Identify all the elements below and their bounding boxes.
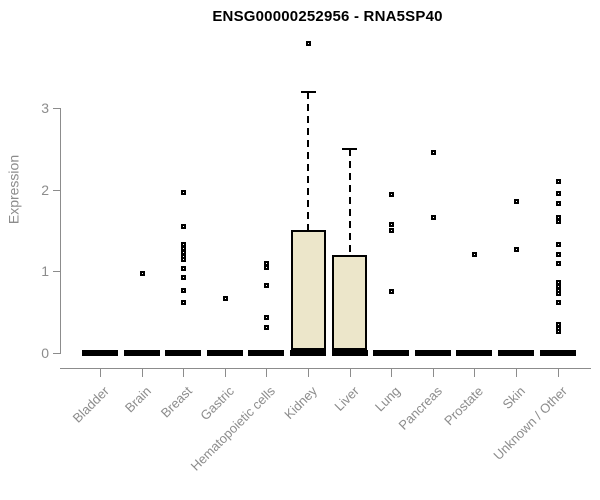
x-tick-mark bbox=[391, 368, 393, 377]
median-bar bbox=[373, 350, 410, 356]
whisker-cap bbox=[300, 90, 316, 93]
median-bar bbox=[539, 350, 576, 356]
outlier-point bbox=[181, 288, 187, 294]
y-tick-label: 3 bbox=[41, 99, 49, 116]
median-bar bbox=[331, 350, 368, 356]
x-tick-mark bbox=[516, 368, 517, 377]
whisker-line bbox=[348, 148, 351, 255]
y-axis-line bbox=[60, 108, 61, 354]
x-tick-mark bbox=[100, 368, 101, 377]
outlier-point bbox=[555, 261, 561, 267]
outlier-point bbox=[306, 40, 311, 46]
median-bar bbox=[165, 350, 202, 356]
median-bar bbox=[290, 350, 326, 356]
outlier-point bbox=[222, 296, 228, 302]
outlier-point bbox=[555, 200, 561, 206]
y-tick-label: 1 bbox=[41, 263, 49, 280]
outlier-point bbox=[430, 150, 436, 156]
median-bar bbox=[498, 350, 534, 356]
outlier-point bbox=[555, 215, 561, 221]
median-bar bbox=[206, 350, 243, 356]
box bbox=[332, 254, 368, 350]
outlier-point bbox=[264, 283, 270, 289]
outlier-point bbox=[264, 265, 270, 271]
x-tick-mark bbox=[266, 368, 268, 377]
outlier-point bbox=[181, 190, 187, 196]
outlier-point bbox=[555, 321, 561, 327]
outlier-point bbox=[472, 252, 478, 258]
outlier-point bbox=[555, 241, 561, 247]
outlier-point bbox=[514, 199, 519, 205]
outlier-point bbox=[181, 300, 187, 306]
outlier-point bbox=[181, 241, 187, 247]
y-tick-label: 0 bbox=[41, 345, 49, 361]
outlier-point bbox=[181, 257, 187, 263]
outlier-point bbox=[139, 270, 145, 276]
box bbox=[290, 230, 326, 350]
outlier-point bbox=[430, 214, 436, 220]
x-tick-mark bbox=[432, 368, 434, 377]
outlier-point bbox=[389, 221, 395, 227]
median-bar bbox=[456, 350, 493, 356]
outlier-point bbox=[181, 249, 187, 255]
whisker-line bbox=[307, 91, 309, 231]
x-tick-mark bbox=[308, 368, 309, 377]
x-tick-mark bbox=[224, 368, 226, 377]
outlier-point bbox=[264, 324, 270, 330]
outlier-point bbox=[389, 288, 395, 294]
y-tick-mark bbox=[53, 107, 60, 109]
median-bar bbox=[123, 350, 160, 356]
median-bar bbox=[414, 350, 451, 356]
outlier-point bbox=[555, 179, 561, 185]
median-bar bbox=[82, 350, 118, 356]
outlier-point bbox=[555, 279, 561, 285]
outlier-point bbox=[389, 227, 395, 233]
chart-title: ENSG00000252956 - RNA5SP40 bbox=[212, 8, 443, 25]
x-tick-mark bbox=[557, 368, 559, 377]
x-tick-mark bbox=[183, 368, 185, 377]
median-bar bbox=[248, 350, 285, 356]
x-axis-line bbox=[60, 368, 591, 369]
y-tick-label: 2 bbox=[41, 181, 49, 198]
outlier-point bbox=[181, 224, 187, 230]
outlier-point bbox=[555, 328, 561, 334]
outlier-point bbox=[181, 266, 187, 272]
outlier-point bbox=[555, 190, 561, 196]
x-tick-mark bbox=[474, 368, 476, 377]
outlier-point bbox=[555, 300, 561, 306]
y-tick-mark bbox=[53, 271, 60, 273]
outlier-point bbox=[555, 219, 561, 225]
y-axis-label: Expression bbox=[5, 154, 22, 225]
outlier-point bbox=[389, 191, 395, 197]
x-tick-mark bbox=[141, 368, 143, 377]
outlier-point bbox=[555, 252, 561, 258]
outlier-point bbox=[181, 275, 187, 281]
whisker-cap bbox=[342, 147, 358, 150]
outlier-point bbox=[514, 247, 519, 253]
outlier-point bbox=[555, 291, 561, 297]
y-tick-mark bbox=[53, 189, 60, 191]
outlier-point bbox=[555, 284, 561, 289]
outlier-point bbox=[264, 261, 270, 267]
x-tick-mark bbox=[349, 368, 351, 377]
outlier-point bbox=[264, 315, 270, 321]
y-tick-mark bbox=[53, 353, 60, 354]
